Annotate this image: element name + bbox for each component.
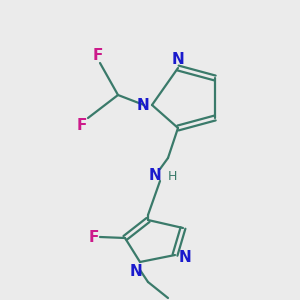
Text: N: N bbox=[130, 265, 142, 280]
Text: F: F bbox=[77, 118, 87, 133]
Text: N: N bbox=[172, 52, 184, 67]
Text: N: N bbox=[178, 250, 191, 265]
Text: F: F bbox=[89, 230, 99, 245]
Text: N: N bbox=[136, 98, 149, 112]
Text: N: N bbox=[148, 167, 161, 182]
Text: H: H bbox=[167, 170, 177, 184]
Text: F: F bbox=[93, 49, 103, 64]
